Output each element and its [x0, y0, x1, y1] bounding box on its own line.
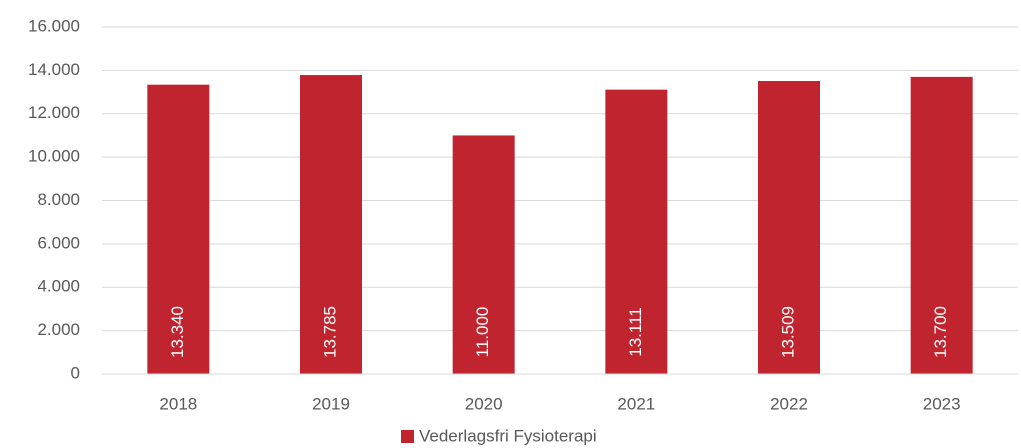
data-label: 13.111	[626, 307, 645, 356]
y-tick-label: 4.000	[37, 277, 80, 296]
data-label: 11.000	[473, 307, 492, 358]
x-tick-label: 2019	[312, 394, 350, 413]
bar	[605, 89, 668, 375]
data-label: 13.700	[931, 306, 950, 358]
bar	[147, 84, 210, 374]
y-tick-label: 8.000	[37, 190, 80, 209]
x-tick-label: 2018	[159, 394, 197, 413]
y-tick-label: 2.000	[37, 320, 80, 339]
bar	[910, 76, 973, 374]
bar	[300, 75, 362, 374]
y-tick-label: 10.000	[28, 147, 80, 166]
y-tick-label: 16.000	[28, 16, 80, 35]
y-tick-label: 12.000	[28, 103, 80, 122]
y-tick-label: 0	[71, 363, 80, 382]
x-tick-label: 2020	[465, 394, 503, 413]
x-tick-label: 2023	[923, 394, 961, 413]
data-label: 13.785	[320, 306, 339, 358]
legend-swatch	[401, 430, 414, 443]
bar	[452, 135, 515, 374]
y-tick-label: 6.000	[37, 233, 80, 252]
y-tick-label: 14.000	[28, 60, 80, 79]
x-tick-label: 2022	[770, 394, 808, 413]
legend-label: Vederlagsfri Fysioterapi	[419, 426, 597, 445]
data-label: 13.509	[778, 306, 797, 358]
data-label: 13.340	[168, 306, 187, 358]
x-tick-label: 2021	[617, 394, 655, 413]
bar	[758, 81, 820, 374]
